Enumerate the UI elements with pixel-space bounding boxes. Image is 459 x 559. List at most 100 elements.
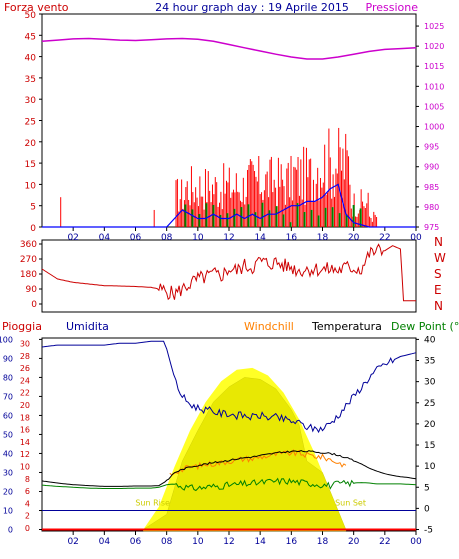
compass-label: N (434, 235, 443, 249)
temp-tick-label: 0 (424, 504, 430, 514)
rain-tick-label: 12 (20, 450, 30, 459)
x-tick-label: 14 (254, 537, 266, 547)
y-tick-label-right: 985 (424, 183, 439, 192)
x-tick-label: 00 (410, 537, 422, 547)
humidity-tick-label: 10 (3, 506, 13, 515)
dewpoint-line (41, 477, 417, 492)
humidity-tick-label: 90 (3, 354, 13, 363)
x-tick-label: 16 (286, 233, 298, 243)
rain-tick-label: 26 (20, 364, 30, 373)
sunset-label: Sun Set (335, 498, 366, 507)
x-tick-label: 10 (192, 537, 204, 547)
temp-tick-label: -5 (424, 526, 433, 536)
legend-windchill: Windchill (244, 320, 294, 333)
rain-tick-label: 10 (20, 463, 30, 472)
humidity-tick-label: 100 (0, 335, 13, 344)
y-tick-label-right: 1020 (424, 42, 444, 51)
rain-tick-label: 30 (20, 340, 30, 349)
humidity-tick-label: 60 (3, 411, 13, 420)
rain-tick-label: 2 (25, 512, 30, 521)
x-tick-label: 06 (130, 233, 142, 243)
rain-tick-label: 0 (25, 524, 30, 533)
temp-tick-label: 35 (424, 357, 435, 367)
rain-tick-label: 18 (20, 413, 30, 422)
compass-label: N (434, 299, 443, 313)
y-tick-label-left: 0 (30, 224, 36, 234)
y-tick-label-left: 45 (25, 32, 36, 42)
x-tick-label: 14 (254, 233, 266, 243)
humidity-line (41, 340, 417, 434)
y-tick-label-left: 90 (26, 285, 38, 295)
wind-direction-line (41, 243, 416, 302)
wind-axis-title: Forza vento (4, 1, 69, 14)
x-tick-label: 12 (223, 537, 234, 547)
y-tick-label-left: 10 (25, 181, 37, 191)
y-tick-label-left: 15 (25, 160, 36, 170)
rain-tick-label: 16 (20, 426, 30, 435)
sunrise-label: Sun Rise (135, 498, 170, 507)
windchill-line (169, 449, 347, 476)
x-tick-label: 22 (379, 233, 390, 243)
x-tick-label: 10 (192, 233, 204, 243)
temp-tick-label: 10 (424, 462, 436, 472)
y-tick-label-left: 360 (20, 240, 37, 250)
x-tick-label: 02 (67, 537, 78, 547)
temp-tick-label: 5 (424, 483, 430, 493)
x-tick-label: 04 (99, 233, 111, 243)
x-tick-label: 18 (317, 233, 329, 243)
x-tick-label: 02 (67, 233, 78, 243)
y-tick-label-right: 995 (424, 143, 439, 152)
y-tick-label-right: 1010 (424, 82, 444, 91)
y-tick-label-left: 20 (25, 139, 37, 149)
rain-tick-label: 14 (20, 438, 30, 447)
rain-tick-label: 20 (20, 401, 30, 410)
rain-tick-label: 24 (20, 376, 30, 385)
x-tick-label: 06 (130, 537, 142, 547)
wind-pressure-plot: 0510152025303540455097598098599099510001… (25, 11, 445, 243)
y-tick-label-right: 1015 (424, 62, 444, 71)
y-tick-label-left: 30 (25, 96, 37, 106)
y-tick-label-right: 990 (424, 163, 439, 172)
temp-tick-label: 40 (424, 335, 436, 345)
y-tick-label-right: 1005 (424, 102, 444, 111)
temperature-line (41, 450, 417, 487)
direction-frame (41, 239, 417, 313)
x-tick-label: 12 (223, 233, 234, 243)
x-tick-label: 18 (317, 537, 329, 547)
rain-tick-label: 28 (20, 352, 30, 361)
y-tick-label-left: 5 (30, 203, 36, 213)
pressure-line (41, 37, 417, 60)
compass-label: S (434, 267, 442, 281)
legend-dewpoint: Dew Point (°C (391, 320, 459, 333)
y-tick-label-right: 980 (424, 203, 439, 212)
humidity-tick-label: 30 (3, 468, 13, 477)
temp-tick-label: 20 (424, 420, 436, 430)
humidity-tick-label: 40 (3, 449, 13, 458)
y-tick-label-left: 40 (25, 54, 37, 64)
legend-temperatura: Temperatura (311, 320, 382, 333)
x-tick-label: 16 (286, 537, 298, 547)
x-tick-label: 20 (348, 233, 360, 243)
y-tick-label-left: 35 (25, 75, 36, 85)
rain-tick-label: 8 (25, 475, 30, 484)
temp-tick-label: 15 (424, 441, 435, 451)
rain-tick-label: 22 (20, 389, 30, 398)
y-tick-label-left: 0 (31, 300, 37, 310)
rain-tick-label: 6 (25, 487, 30, 496)
temp-tick-label: 30 (424, 378, 436, 388)
y-tick-label-left: 25 (25, 118, 36, 128)
x-tick-label: 08 (161, 537, 173, 547)
humidity-tick-label: 20 (3, 487, 13, 496)
pressure-axis-title: Pressione (366, 1, 419, 14)
compass-label: W (434, 251, 446, 265)
legend-umidita: Umidita (66, 320, 109, 333)
temp-humidity-plot: 0246810121416182022242628300102030405060… (0, 335, 436, 547)
y-tick-label-left: 50 (25, 11, 37, 21)
humidity-tick-label: 70 (3, 392, 13, 401)
legend-pioggia: Pioggia (2, 320, 42, 333)
x-tick-label: 04 (99, 537, 111, 547)
x-tick-label: 22 (379, 537, 390, 547)
x-tick-label: 08 (161, 233, 173, 243)
